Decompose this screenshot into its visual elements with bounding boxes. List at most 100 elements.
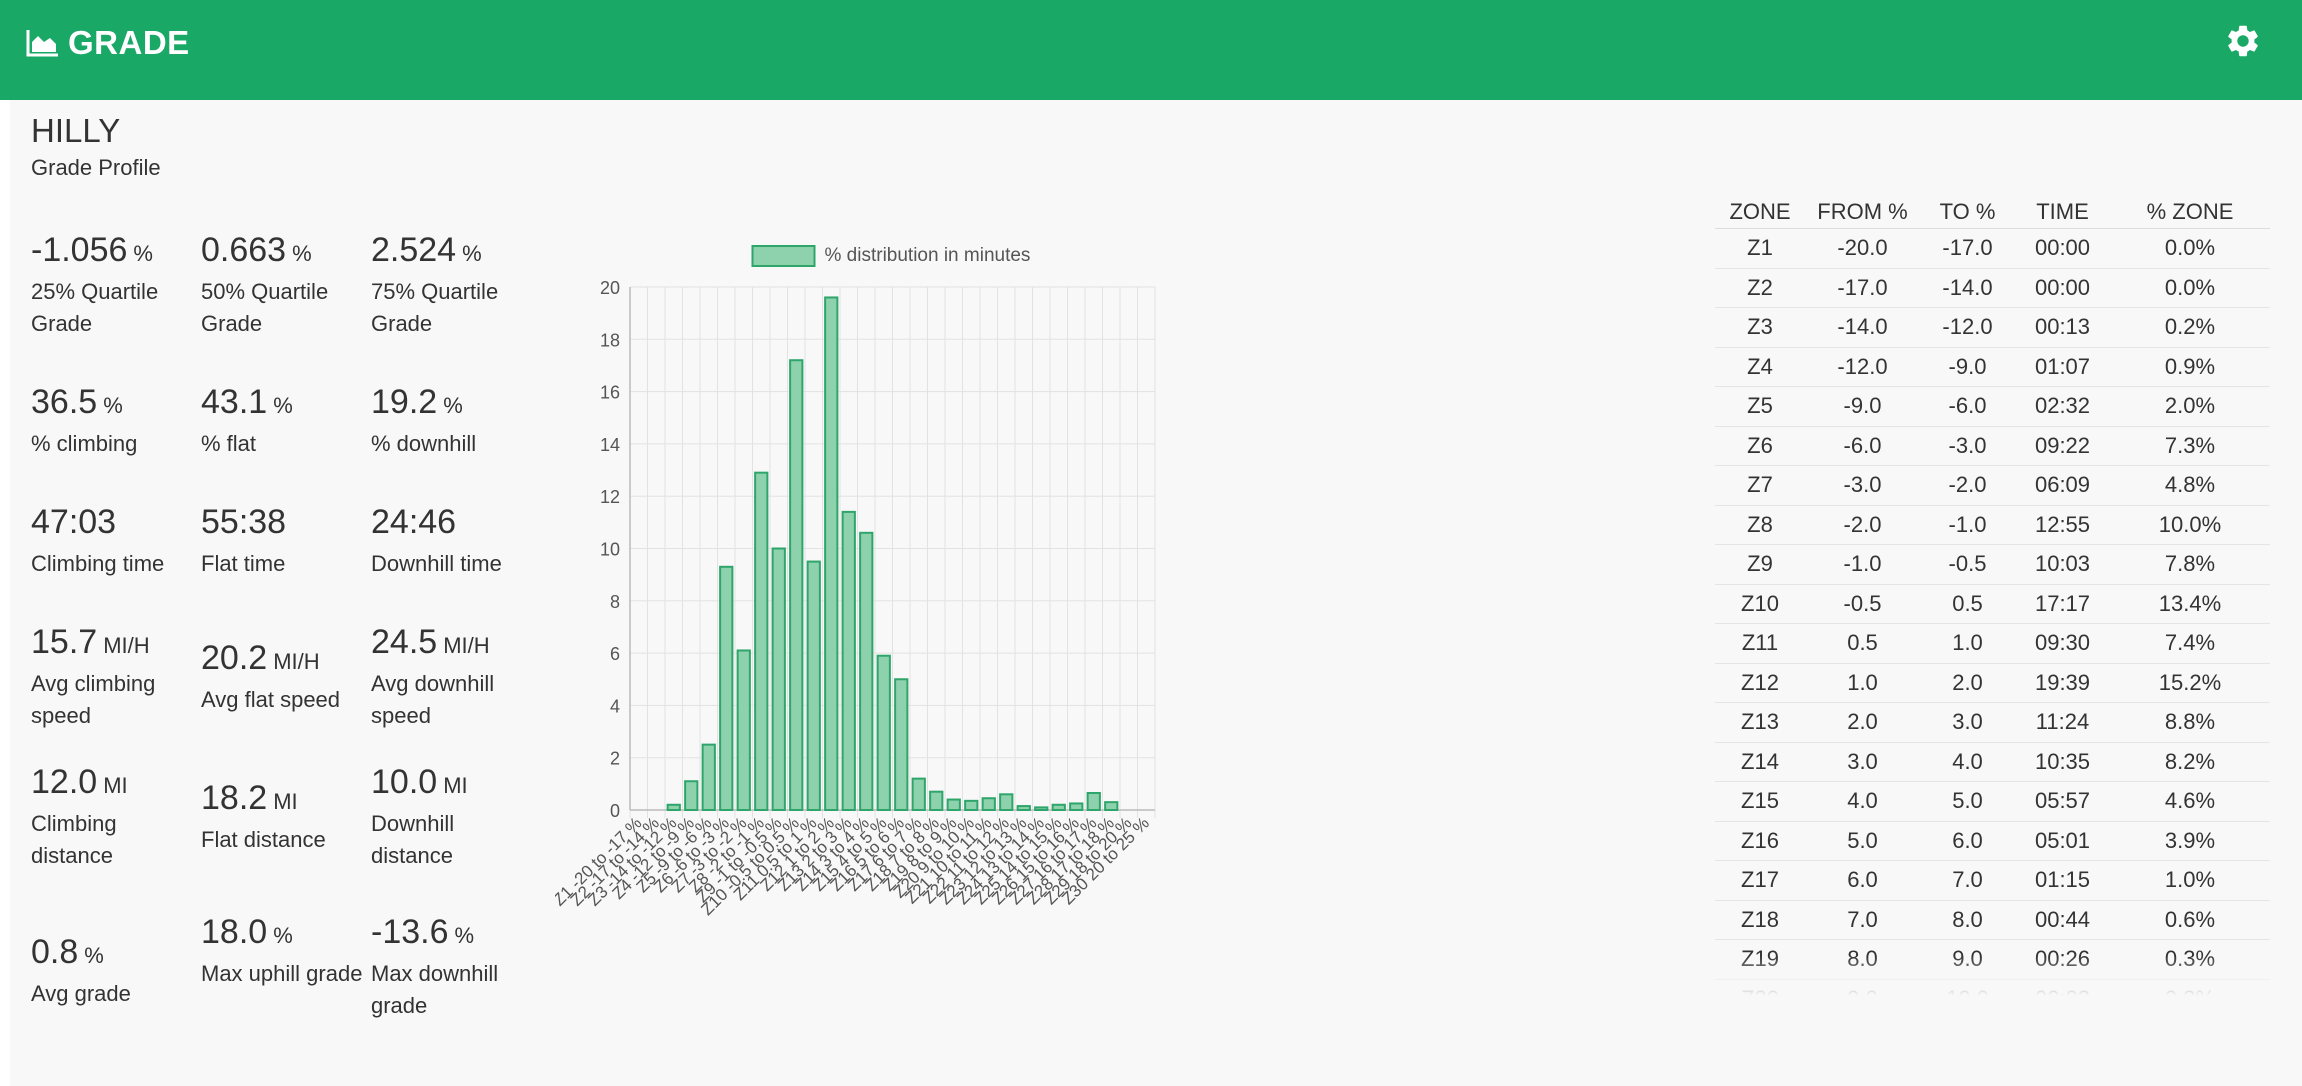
table-cell: Z14 — [1715, 742, 1805, 782]
bar[interactable] — [736, 649, 751, 811]
table-cell: 4.8% — [2110, 465, 2270, 506]
gear-icon[interactable] — [2224, 22, 2262, 60]
y-tick-label: 2 — [610, 749, 620, 769]
stat-number: 19.2 — [371, 383, 438, 421]
stat-number: 15.7 — [31, 623, 98, 661]
table-cell: 15.2% — [2110, 663, 2270, 703]
stat-number: 12.0 — [31, 763, 98, 801]
column-header-from[interactable]: FROM % — [1805, 196, 1920, 229]
table-row: Z13 2.0 3.0 11:24 8.8% — [1715, 702, 2270, 743]
stat-item: 15.7 MI/H Avg climbing speed — [31, 620, 201, 732]
bar[interactable] — [824, 296, 839, 811]
column-header-time[interactable]: TIME — [2015, 196, 2110, 229]
bar[interactable] — [754, 471, 769, 811]
bar[interactable] — [1051, 803, 1066, 812]
bar[interactable] — [771, 547, 786, 811]
table-cell: 01:15 — [2015, 860, 2110, 901]
table-cell: 3.9% — [2110, 821, 2270, 861]
table-cell: Z15 — [1715, 781, 1805, 822]
table-cell: -14.0 — [1805, 307, 1920, 348]
table-cell: 2.0% — [2110, 386, 2270, 427]
bar[interactable] — [1104, 801, 1119, 812]
stat-unit: % — [133, 241, 153, 266]
legend-label: % distribution in minutes — [825, 245, 1031, 266]
table-cell: -0.5 — [1805, 584, 1920, 624]
bar[interactable] — [701, 743, 716, 811]
bar[interactable] — [666, 803, 681, 812]
bar[interactable] — [999, 793, 1014, 811]
stat-item: 20.2 MI/H Avg flat speed — [201, 636, 371, 716]
stat-item: 18.2 MI Flat distance — [201, 776, 371, 856]
bar[interactable] — [841, 510, 856, 811]
chart-legend[interactable]: % distribution in minutes — [751, 245, 1031, 267]
table-cell: 10:35 — [2015, 742, 2110, 782]
bar[interactable] — [929, 790, 944, 812]
column-header-pct-zone[interactable]: % ZONE — [2110, 196, 2270, 229]
bar[interactable] — [1086, 792, 1101, 812]
table-cell: 02:32 — [2015, 386, 2110, 427]
table-cell: 2.0 — [1805, 702, 1920, 743]
table-cell: -9.0 — [1805, 386, 1920, 427]
stat-unit: % — [462, 241, 482, 266]
bar[interactable] — [876, 654, 891, 811]
table-cell: 8.8% — [2110, 702, 2270, 743]
stat-item: -13.6% Max downhill grade — [371, 910, 541, 1022]
table-cell: 6.0 — [1805, 860, 1920, 901]
bar[interactable] — [1069, 802, 1084, 812]
table-cell: Z3 — [1715, 307, 1805, 348]
table-cell: -17.0 — [1805, 268, 1920, 308]
table-cell: 7.0 — [1920, 860, 2015, 901]
table-cell: 3.0 — [1920, 702, 2015, 743]
table-cell: 1.0% — [2110, 860, 2270, 901]
stat-value: 15.7 MI/H — [31, 620, 201, 668]
bar[interactable] — [1016, 805, 1031, 812]
app-logo[interactable]: GRADE — [26, 24, 190, 62]
stat-unit: % — [103, 393, 123, 418]
stat-label: Flat distance — [201, 827, 326, 852]
table-cell: -3.0 — [1805, 465, 1920, 506]
stat-number: 47:03 — [31, 503, 117, 541]
stat-label: Climbing time — [31, 551, 165, 576]
column-header-zone[interactable]: ZONE — [1715, 196, 1805, 229]
table-row: Z5 -9.0 -6.0 02:32 2.0% — [1715, 386, 2270, 427]
stat-unit: % — [443, 393, 463, 418]
stat-unit: MI/H — [443, 633, 490, 658]
bar[interactable] — [859, 531, 874, 811]
table-row: Z10 -0.5 0.5 17:17 13.4% — [1715, 584, 2270, 624]
table-cell: 3.0 — [1805, 742, 1920, 782]
stat-item: 18.0% Max uphill grade — [201, 910, 371, 990]
bar[interactable] — [946, 798, 961, 811]
table-cell: Z5 — [1715, 386, 1805, 427]
table-cell: 10:03 — [2015, 544, 2110, 585]
table-cell: Z2 — [1715, 268, 1805, 308]
stat-value: 43.1% — [201, 380, 371, 428]
bar[interactable] — [789, 359, 804, 811]
bar[interactable] — [684, 780, 699, 811]
table-cell: -6.0 — [1805, 426, 1920, 466]
table-cell: 19:39 — [2015, 663, 2110, 703]
stat-unit: MI/H — [103, 633, 150, 658]
table-cell: Z8 — [1715, 505, 1805, 545]
stat-item: 43.1% % flat — [201, 380, 371, 460]
bar[interactable] — [964, 799, 979, 811]
column-header-to[interactable]: TO % — [1920, 196, 2015, 229]
area-chart-icon — [26, 30, 58, 57]
table-cell: -2.0 — [1920, 465, 2015, 506]
table-row: Z15 4.0 5.0 05:57 4.6% — [1715, 781, 2270, 822]
stat-number: 36.5 — [31, 383, 98, 421]
stat-item: 10.0 MI Downhill distance — [371, 760, 541, 872]
bar[interactable] — [911, 777, 926, 811]
stat-value: -13.6% — [371, 910, 541, 958]
table-cell: -2.0 — [1805, 505, 1920, 545]
bar[interactable] — [894, 678, 909, 811]
stat-item: 0.8% Avg grade — [31, 930, 201, 1010]
table-cell: -9.0 — [1920, 347, 2015, 387]
bar[interactable] — [806, 560, 821, 812]
bar[interactable] — [981, 797, 996, 811]
stat-label: Avg downhill speed — [371, 671, 495, 728]
stat-value: 20.2 MI/H — [201, 636, 371, 684]
table-cell: Z12 — [1715, 663, 1805, 703]
bar[interactable] — [719, 565, 734, 811]
bar[interactable] — [1034, 806, 1049, 812]
stat-item: 2.524% 75% Quartile Grade — [371, 228, 541, 340]
